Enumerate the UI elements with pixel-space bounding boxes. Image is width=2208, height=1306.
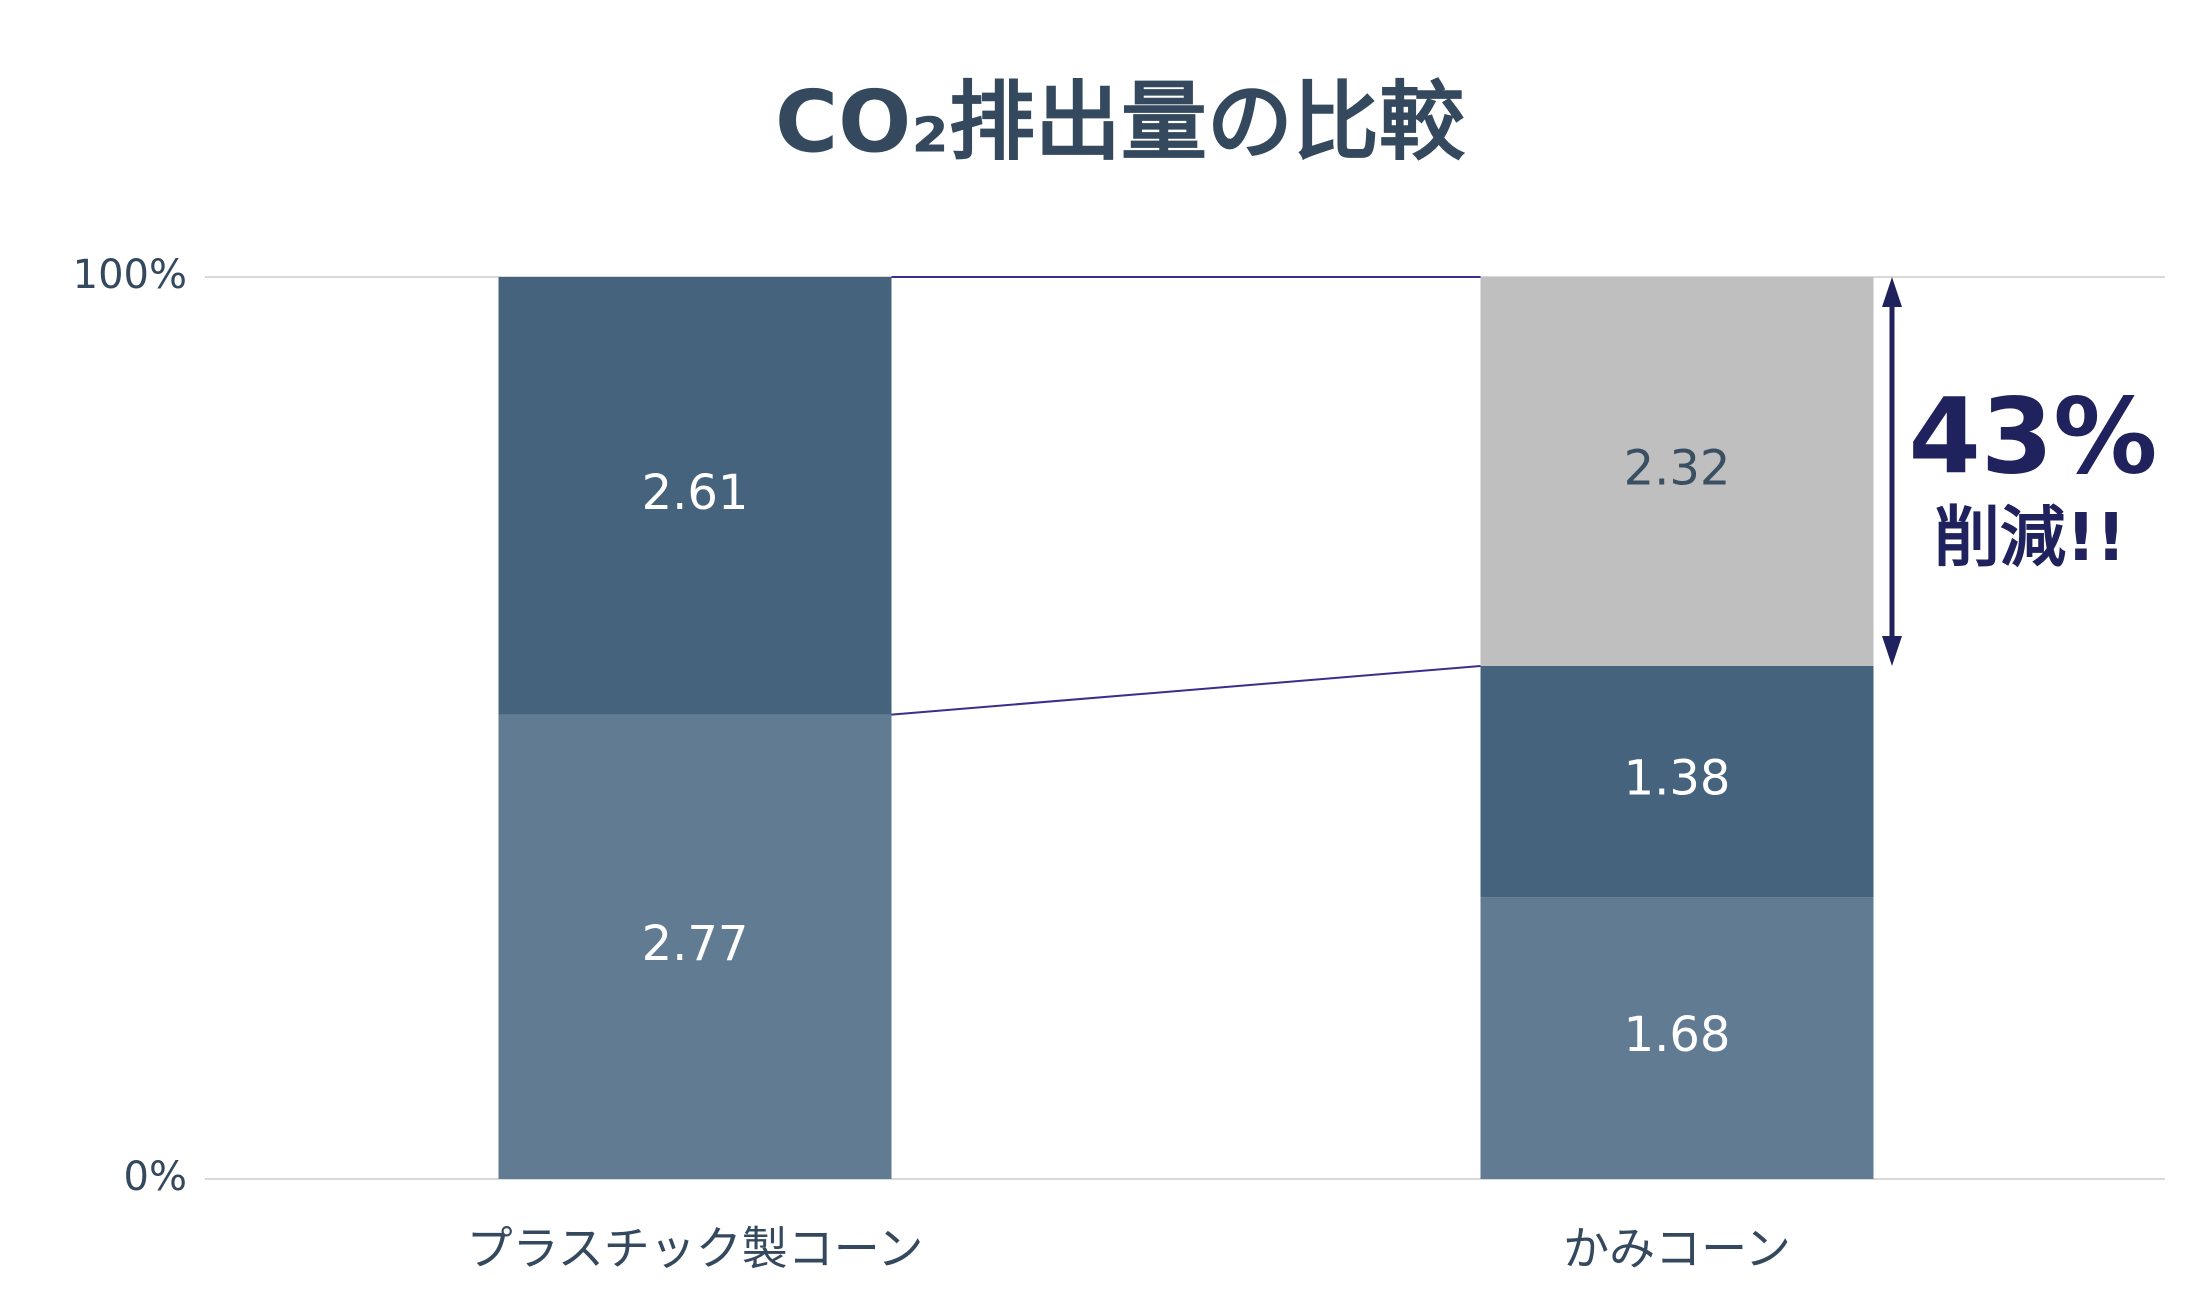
data-label: 2.61 (642, 465, 749, 521)
connector-line (891, 664, 1481, 716)
annotation-text: 削減!! (1934, 499, 2126, 576)
y-tick-label: 0% (124, 1154, 187, 1200)
bar-segment (1480, 897, 1874, 1179)
x-tick-label: プラスチック製コーン (467, 1222, 924, 1276)
bar-segment (498, 277, 892, 715)
data-label: 2.32 (1624, 440, 1731, 496)
arrow-head (1882, 277, 1902, 307)
x-tick-label: かみコーン (1563, 1222, 1791, 1276)
chart-title: CO₂排出量の比較 (775, 72, 1466, 172)
data-label: 1.68 (1624, 1007, 1731, 1063)
bar-segment (1480, 665, 1874, 898)
y-tick-label: 100% (73, 252, 187, 298)
bar-segment (1480, 277, 1874, 666)
arrow-head (1882, 635, 1902, 666)
bar-segment (498, 714, 892, 1179)
data-label: 2.77 (642, 916, 749, 972)
data-label: 1.38 (1624, 751, 1731, 807)
annotation-value: 43% (1909, 375, 2158, 497)
